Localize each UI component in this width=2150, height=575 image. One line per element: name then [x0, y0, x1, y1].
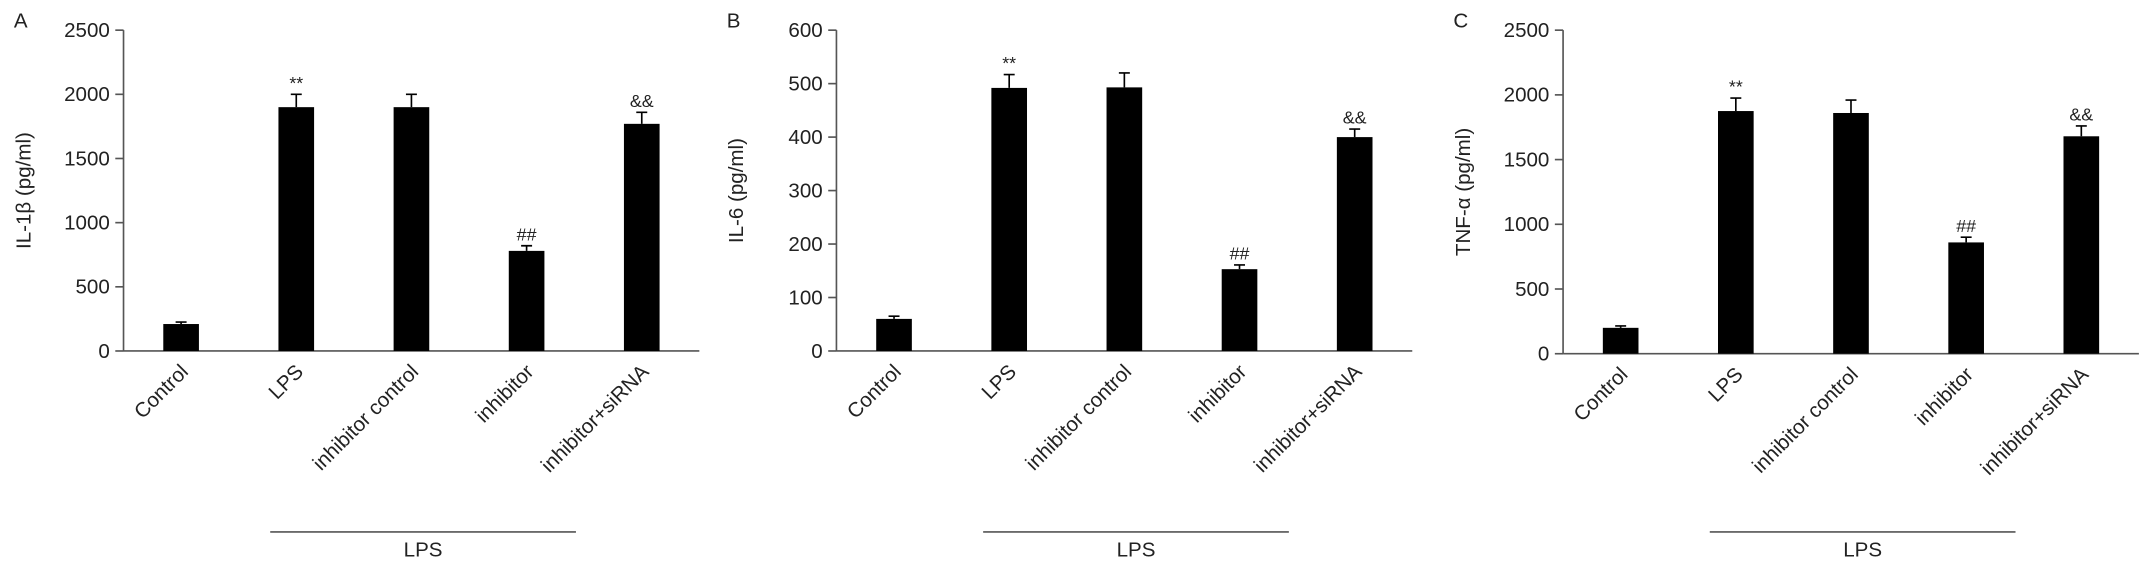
panel-label: A — [14, 9, 28, 32]
x-tick-label: Control — [1569, 363, 1632, 426]
bar — [278, 107, 315, 351]
y-tick-label: 500 — [76, 276, 110, 299]
error-bar — [1960, 236, 1972, 243]
x-tick-label: LPS — [1704, 363, 1748, 407]
y-tick-label: 300 — [788, 179, 822, 202]
x-tick-label: inhibitor — [1184, 360, 1251, 427]
y-tick-label: 2000 — [64, 83, 110, 106]
y-axis-label: IL-6 (pg/ml) — [725, 138, 748, 243]
y-tick-label: 200 — [788, 233, 822, 256]
bar — [1602, 327, 1639, 354]
x-tick-label: inhibitor+siRNA — [1976, 363, 2093, 480]
bar — [1833, 112, 1869, 354]
y-tick-label: 500 — [1515, 278, 1549, 301]
annotation: ** — [1002, 53, 1016, 73]
annotation: && — [630, 91, 654, 111]
x-tick-label: inhibitor+siRNA — [537, 360, 654, 477]
error-bar — [175, 321, 187, 325]
error-bar — [1349, 128, 1361, 138]
error-bar — [888, 315, 900, 319]
y-tick-label: 500 — [788, 72, 822, 95]
y-tick-label: 2000 — [1504, 84, 1550, 107]
error-bar — [1615, 325, 1627, 328]
bar — [393, 107, 430, 351]
annotation: && — [1343, 108, 1367, 128]
bar — [1221, 269, 1258, 351]
annotation: ## — [517, 224, 537, 244]
annotation: ## — [1956, 216, 1976, 236]
panel-label: C — [1453, 9, 1468, 32]
x-tick-label: inhibitor control — [1021, 360, 1136, 475]
error-bar — [636, 111, 648, 124]
y-tick-label: 400 — [788, 126, 822, 149]
x-tick-label: LPS — [264, 360, 308, 404]
error-bar — [2075, 125, 2087, 137]
x-tick-label: LPS — [977, 360, 1021, 404]
x-tick-label: inhibitor+siRNA — [1250, 360, 1367, 477]
y-tick-label: 1000 — [64, 212, 110, 235]
group-label: LPS — [404, 539, 443, 562]
bar — [1106, 87, 1143, 351]
x-tick-label: inhibitor control — [1748, 363, 1863, 478]
group-label: LPS — [1843, 539, 1882, 562]
bar — [1948, 242, 1984, 354]
x-tick-label: Control — [130, 360, 193, 423]
y-tick-label: 2500 — [1504, 19, 1550, 42]
bar — [508, 250, 545, 351]
group-label: LPS — [1117, 539, 1156, 562]
y-tick-label: 2500 — [64, 19, 110, 42]
x-tick-label: Control — [843, 360, 906, 423]
bar — [876, 318, 912, 351]
bar — [2063, 136, 2100, 354]
y-tick-label: 0 — [1538, 343, 1549, 366]
error-bar — [405, 93, 417, 108]
y-axis-label: IL-1β (pg/ml) — [12, 132, 35, 249]
y-tick-label: 1500 — [1504, 148, 1550, 171]
y-tick-label: 1500 — [64, 147, 110, 170]
error-bar — [1845, 99, 1857, 113]
annotation: ** — [1729, 77, 1743, 97]
error-bar — [1003, 73, 1015, 88]
error-bar — [290, 93, 302, 108]
error-bar — [1730, 97, 1742, 112]
panel-label: B — [727, 9, 741, 32]
bar — [163, 324, 199, 351]
annotation: && — [2069, 104, 2093, 124]
x-tick-label: inhibitor — [471, 360, 538, 427]
error-bar — [521, 244, 533, 251]
error-bar — [1118, 72, 1130, 88]
x-tick-label: inhibitor control — [308, 360, 423, 475]
error-bar — [1234, 264, 1246, 270]
bar — [623, 123, 660, 351]
bar — [1336, 137, 1373, 351]
y-tick-label: 0 — [98, 340, 109, 363]
bar — [1718, 111, 1754, 354]
y-tick-label: 100 — [788, 286, 822, 309]
y-tick-label: 1000 — [1504, 213, 1550, 236]
x-tick-label: inhibitor — [1911, 363, 1978, 430]
annotation: ** — [289, 73, 303, 93]
y-tick-label: 600 — [788, 19, 822, 42]
bar — [991, 87, 1028, 351]
y-tick-label: 0 — [811, 340, 822, 363]
y-axis-label: TNF-α (pg/ml) — [1452, 128, 1475, 256]
annotation: ## — [1230, 243, 1250, 263]
